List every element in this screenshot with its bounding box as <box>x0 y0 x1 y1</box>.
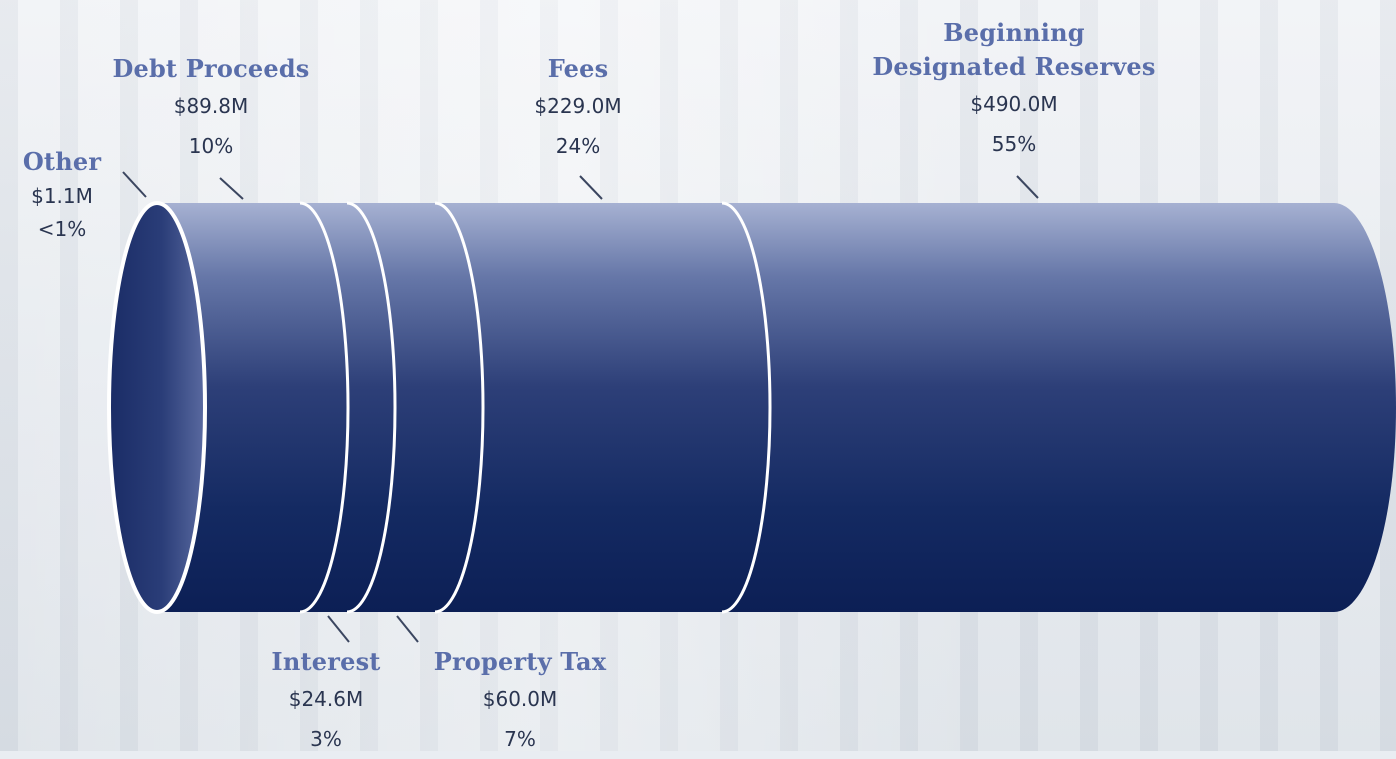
label-value: $490.0M <box>970 92 1058 116</box>
cylinder-open-end <box>107 201 207 614</box>
label-value: $1.1M <box>31 184 93 208</box>
label-value: $24.6M <box>288 687 364 711</box>
label-name-text: Other <box>22 147 102 176</box>
segment-rim <box>346 201 397 614</box>
label-value: $89.8M <box>173 94 249 118</box>
label-name-line2: Designated Reserves <box>872 52 1156 81</box>
cylinder-body <box>157 203 1396 612</box>
label-name: Beginning Designated Reserves <box>872 16 1155 84</box>
label-percent: 3% <box>310 727 342 751</box>
segment-rim <box>299 201 350 614</box>
label-percent: 7% <box>504 727 536 751</box>
label-name-text: Property Tax <box>433 647 607 676</box>
label-value: $229.0M <box>534 94 622 118</box>
label-name: Debt Proceeds <box>112 52 309 86</box>
leader-line <box>1016 175 1039 199</box>
label-other: Other $1.1M <1% <box>23 146 101 244</box>
label-interest: Interest $24.6M 3% <box>271 645 380 759</box>
leader-line <box>396 615 419 643</box>
label-name: Property Tax <box>434 645 607 679</box>
label-name: Fees <box>534 52 621 86</box>
label-fees: Fees $229.0M 24% <box>534 52 621 166</box>
leader-line <box>327 615 350 643</box>
segment-beginning-designated-reserves <box>722 203 1334 612</box>
label-percent: 10% <box>188 134 234 158</box>
label-name: Other <box>23 146 101 178</box>
label-name-line1: Beginning <box>943 18 1085 47</box>
segment-property-tax <box>347 203 435 612</box>
label-property-tax: Property Tax $60.0M 7% <box>434 645 607 759</box>
label-name-text: Interest <box>271 647 381 676</box>
label-name-text: Debt Proceeds <box>112 54 310 83</box>
segment-rim <box>434 201 485 614</box>
label-percent: 24% <box>555 134 601 158</box>
leader-line <box>579 175 603 200</box>
label-percent: <1% <box>37 217 87 241</box>
leader-line <box>122 171 147 198</box>
segment-rim <box>721 201 772 614</box>
label-name: Interest <box>271 645 380 679</box>
label-percent: 55% <box>991 132 1037 156</box>
label-beginning-designated-reserves: Beginning Designated Reserves $490.0M 55% <box>872 16 1155 164</box>
label-value: $60.0M <box>482 687 558 711</box>
leader-line <box>219 177 244 200</box>
label-debt-proceeds: Debt Proceeds $89.8M 10% <box>112 52 309 166</box>
segment-fees <box>435 203 722 612</box>
label-name-text: Fees <box>547 54 609 83</box>
segment-interest <box>300 203 347 612</box>
